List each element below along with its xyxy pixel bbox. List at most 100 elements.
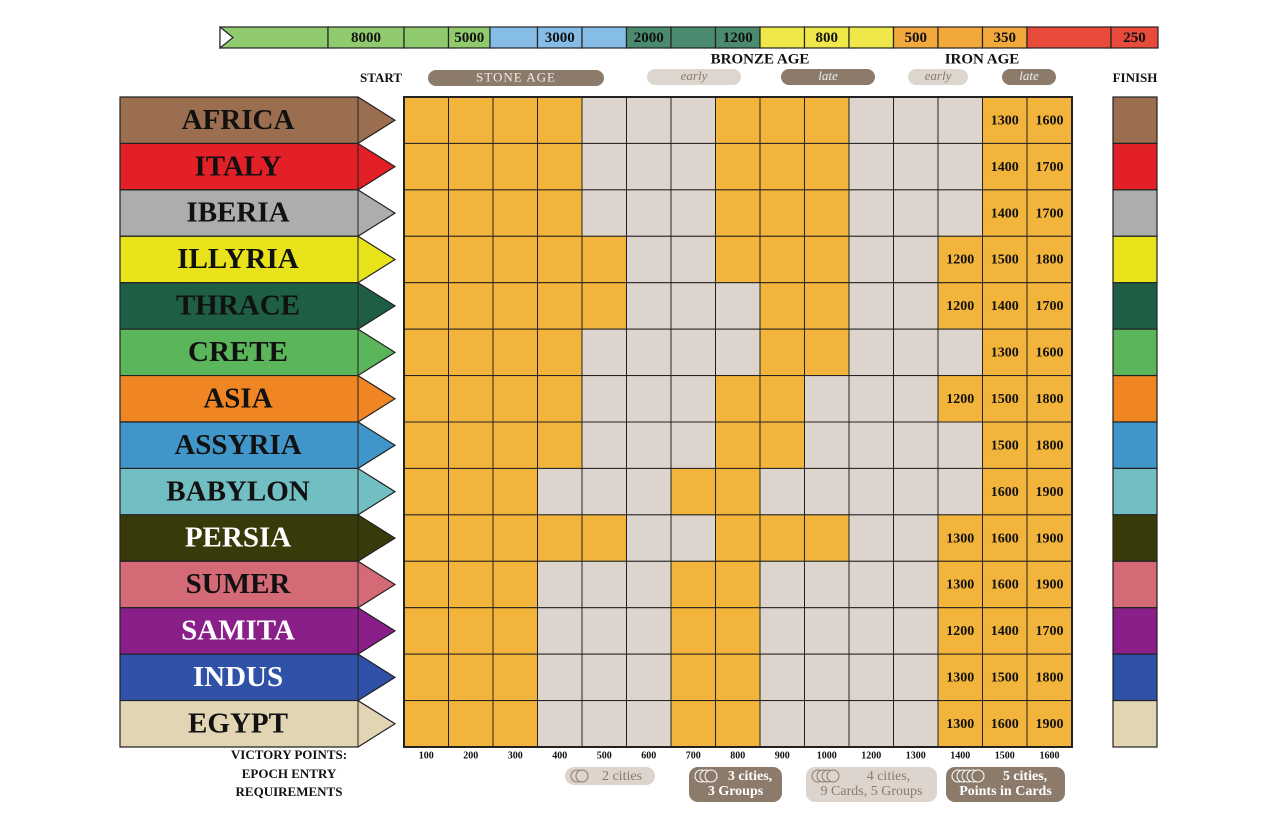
epoch-cell: [403, 328, 449, 377]
stone-age-label: STONE AGE: [476, 69, 556, 84]
epoch-cell: [492, 467, 538, 516]
epoch-cell: [492, 328, 538, 377]
epoch-cell: [893, 560, 939, 609]
epoch-cell: [626, 375, 672, 423]
epoch-cell: [626, 142, 672, 191]
civ-banner: [119, 282, 397, 330]
epoch-cell: [537, 653, 583, 702]
iron-early-pill: [908, 69, 968, 85]
epoch-cell: [537, 421, 583, 469]
epoch-cell: [937, 235, 983, 284]
column-points: 1500: [995, 750, 1015, 761]
column-points: 700: [686, 750, 701, 761]
epoch-cell: [581, 560, 627, 609]
finish-cell: [1112, 607, 1158, 655]
epoch-cell: [893, 328, 939, 377]
civ-banner: [119, 653, 397, 702]
city-icon: [704, 769, 718, 783]
epoch-cell: [937, 467, 983, 516]
epoch-cell: [1026, 96, 1073, 144]
finish-cell: [1112, 421, 1158, 470]
civ-name: SAMITA: [181, 615, 295, 647]
epoch-cell: [626, 189, 672, 237]
epoch-cell: [403, 700, 449, 748]
epoch-cell: [804, 142, 850, 191]
epoch-cell: [537, 700, 583, 748]
civ-name: PERSIA: [185, 522, 291, 554]
epoch-cell: [982, 467, 1028, 516]
timeline-label: 5000: [454, 30, 484, 46]
epoch-cell: [537, 560, 583, 609]
epoch-cell: [626, 421, 672, 469]
epoch-cell: [403, 375, 449, 423]
epoch-cell: [759, 96, 805, 144]
epoch-cell: [848, 328, 894, 377]
column-points: 1000: [817, 750, 837, 761]
epoch-cell: [448, 189, 494, 237]
cell-points: 1300: [946, 578, 974, 593]
epoch-entry-label: EPOCH ENTRY: [242, 766, 337, 781]
cell-points: 1800: [1036, 671, 1064, 686]
epoch-cell: [448, 653, 494, 702]
timeline-segment: [848, 26, 895, 49]
requirement-text: 3 cities,: [728, 769, 772, 784]
epoch-cell: [982, 235, 1028, 284]
epoch-cell: [670, 653, 716, 702]
civ-name: ILLYRIA: [177, 243, 298, 275]
epoch-cell: [1026, 421, 1073, 469]
cell-points: 1500: [991, 253, 1019, 268]
epoch-cell: [670, 189, 716, 237]
finish-label: FINISH: [1113, 70, 1158, 85]
finish-cell: [1112, 142, 1158, 191]
epoch-cell: [715, 328, 761, 377]
civ-name: THRACE: [176, 290, 300, 322]
epoch-cell: [448, 607, 494, 655]
epoch-cell: [937, 328, 983, 377]
finish-cell: [1112, 328, 1158, 377]
epoch-cell: [715, 560, 761, 609]
civ-banner: [119, 374, 397, 423]
epoch-cell: [893, 653, 939, 702]
epoch-cell: [848, 607, 894, 655]
finish-cell: [1112, 653, 1158, 702]
cell-points: 1400: [991, 160, 1019, 175]
epoch-cell: [1026, 607, 1073, 655]
epoch-cell: [759, 328, 805, 377]
civ-banner: [119, 96, 397, 145]
timeline-label: 1200: [723, 30, 753, 46]
epoch-cell: [937, 700, 983, 748]
civ-banner: [119, 467, 397, 516]
epoch-cell: [759, 560, 805, 609]
epoch-cell: [537, 235, 583, 284]
epoch-cell: [804, 282, 850, 330]
cell-points: 1200: [946, 392, 974, 407]
epoch-cell: [581, 96, 627, 144]
civ-banner: [119, 607, 397, 655]
epoch-cell: [626, 328, 672, 377]
epoch-cell: [537, 189, 583, 237]
civ-banner: [119, 421, 397, 470]
epoch-cell: [492, 421, 538, 469]
epoch-cell: [759, 142, 805, 191]
civ-banner: [119, 142, 397, 191]
epoch-cell: [581, 514, 627, 562]
column-points: 1200: [861, 750, 881, 761]
timeline-label: 500: [905, 30, 928, 46]
epoch-cell: [759, 282, 805, 330]
cell-points: 1300: [991, 346, 1019, 361]
cell-points: 1300: [946, 671, 974, 686]
epoch-cell: [715, 467, 761, 516]
epoch-cell: [448, 282, 494, 330]
epoch-cell: [893, 421, 939, 469]
finish-cell: [1112, 374, 1158, 423]
timeline-label: 350: [994, 30, 1017, 46]
timeline-label: 3000: [545, 30, 575, 46]
timeline-segment: [937, 26, 984, 49]
epoch-cell: [759, 607, 805, 655]
cell-points: 1400: [991, 299, 1019, 314]
column-points: 600: [641, 750, 656, 761]
epoch-cell: [982, 189, 1028, 237]
epoch-cell: [492, 607, 538, 655]
epoch-cell: [581, 421, 627, 469]
iron-age-label: IRON AGE: [945, 51, 1020, 67]
